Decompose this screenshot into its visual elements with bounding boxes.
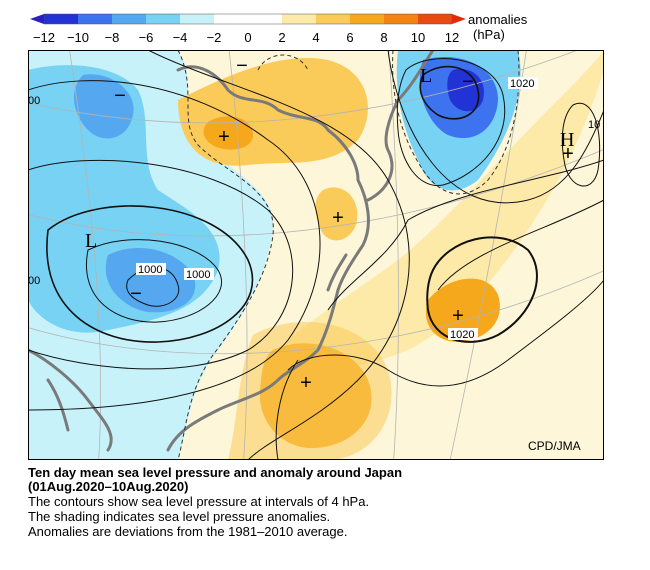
caption-title: Ten day mean sea level pressure and anom…	[28, 465, 403, 480]
plus-marker: +	[452, 305, 464, 327]
colorbar-cell	[78, 14, 113, 24]
colorbar-tick-labels: −12 −10 −8 −6 −4 −2 0 2 4 6 8 10 12	[33, 30, 459, 45]
colorbar-tick-label: 0	[244, 30, 251, 45]
colorbar-cell	[44, 14, 79, 24]
high-center-label-east: H	[560, 129, 574, 151]
contour-label: 10	[588, 119, 600, 131]
contour-label: 1000	[186, 269, 210, 281]
colorbar-tick-label: −6	[139, 30, 154, 45]
plus-marker: +	[562, 143, 574, 165]
colorbar-cell	[214, 14, 249, 24]
colorbar-cell	[384, 14, 419, 24]
colorbar-tick-label: −10	[67, 30, 89, 45]
caption-contour-note: The contours show sea level pressure at …	[28, 494, 370, 509]
negative-anomaly-core-southwest	[105, 247, 196, 313]
colorbar-cell	[248, 14, 283, 24]
colorbar-left-arrow	[30, 14, 44, 24]
map-border	[28, 50, 604, 460]
contour-label: 00	[28, 275, 40, 287]
colorbar-tick-label: 4	[312, 30, 319, 45]
colorbar-cell	[316, 14, 351, 24]
colorbar-tick-label: 12	[445, 30, 459, 45]
contour-label: 1020	[450, 329, 474, 341]
pressure-anomaly-map: L H L + + + + + − − − − 1000 1000 1020 1…	[28, 50, 604, 460]
minus-marker: −	[236, 55, 248, 77]
colorbar-tick-label: −2	[207, 30, 222, 45]
minus-marker: −	[462, 71, 474, 93]
minus-marker: −	[130, 283, 142, 305]
colorbar-cell	[180, 14, 215, 24]
anomaly-markers: + + + + + − − − −	[114, 55, 574, 394]
plus-marker: +	[332, 207, 344, 229]
colorbar-cell	[418, 14, 453, 24]
positive-anomaly-pacific-center	[425, 278, 500, 342]
colorbar-right-arrow	[452, 14, 466, 24]
pressure-contours	[28, 50, 604, 460]
colorbar-tick-label: −4	[173, 30, 188, 45]
colorbar-cells	[43, 13, 453, 25]
colorbar-title: anomalies	[468, 12, 528, 27]
plus-marker: +	[218, 126, 230, 148]
colorbar-tick-label: 6	[346, 30, 353, 45]
colorbar-tick-label: 10	[411, 30, 425, 45]
colorbar-cell	[112, 14, 147, 24]
coastlines	[28, 50, 435, 452]
plus-marker: +	[300, 372, 312, 394]
positive-anomaly-pacific-east	[278, 50, 604, 369]
colorbar-cell	[146, 14, 181, 24]
low-center-label-west: L	[85, 230, 97, 252]
contour-label: 1020	[510, 78, 534, 90]
map-credit: CPD/JMA	[528, 439, 581, 453]
colorbar-tick-label: 2	[278, 30, 285, 45]
colorbar-tick-label: −12	[33, 30, 55, 45]
zero-anomaly-contours	[177, 50, 520, 460]
positive-anomaly-yellow-sea	[315, 187, 358, 241]
negative-anomaly-core-west	[73, 74, 134, 139]
contour-label: 00	[28, 95, 40, 107]
contour-labels: 1000 1000 1020 1020 00 00 10	[28, 77, 600, 341]
anomaly-colorbar: −12 −10 −8 −6 −4 −2 0 2 4 6 8 10 12 anomalies (hPa)	[30, 12, 528, 45]
colorbar-cell	[282, 14, 317, 24]
colorbar-unit: (hPa)	[473, 27, 505, 42]
minus-marker: −	[114, 85, 126, 107]
colorbar-tick-label: −8	[105, 30, 120, 45]
positive-anomaly-north-core	[203, 116, 253, 150]
caption-date-range: (01Aug.2020–10Aug.2020)	[28, 479, 189, 494]
contour-label: 1000	[138, 264, 162, 276]
colorbar-tick-label: 8	[380, 30, 387, 45]
low-center-label-northeast: L	[420, 65, 432, 87]
caption-shading-note: The shading indicates sea level pressure…	[28, 509, 331, 524]
colorbar-cell	[350, 14, 385, 24]
caption-baseline-note: Anomalies are deviations from the 1981–2…	[28, 524, 348, 539]
